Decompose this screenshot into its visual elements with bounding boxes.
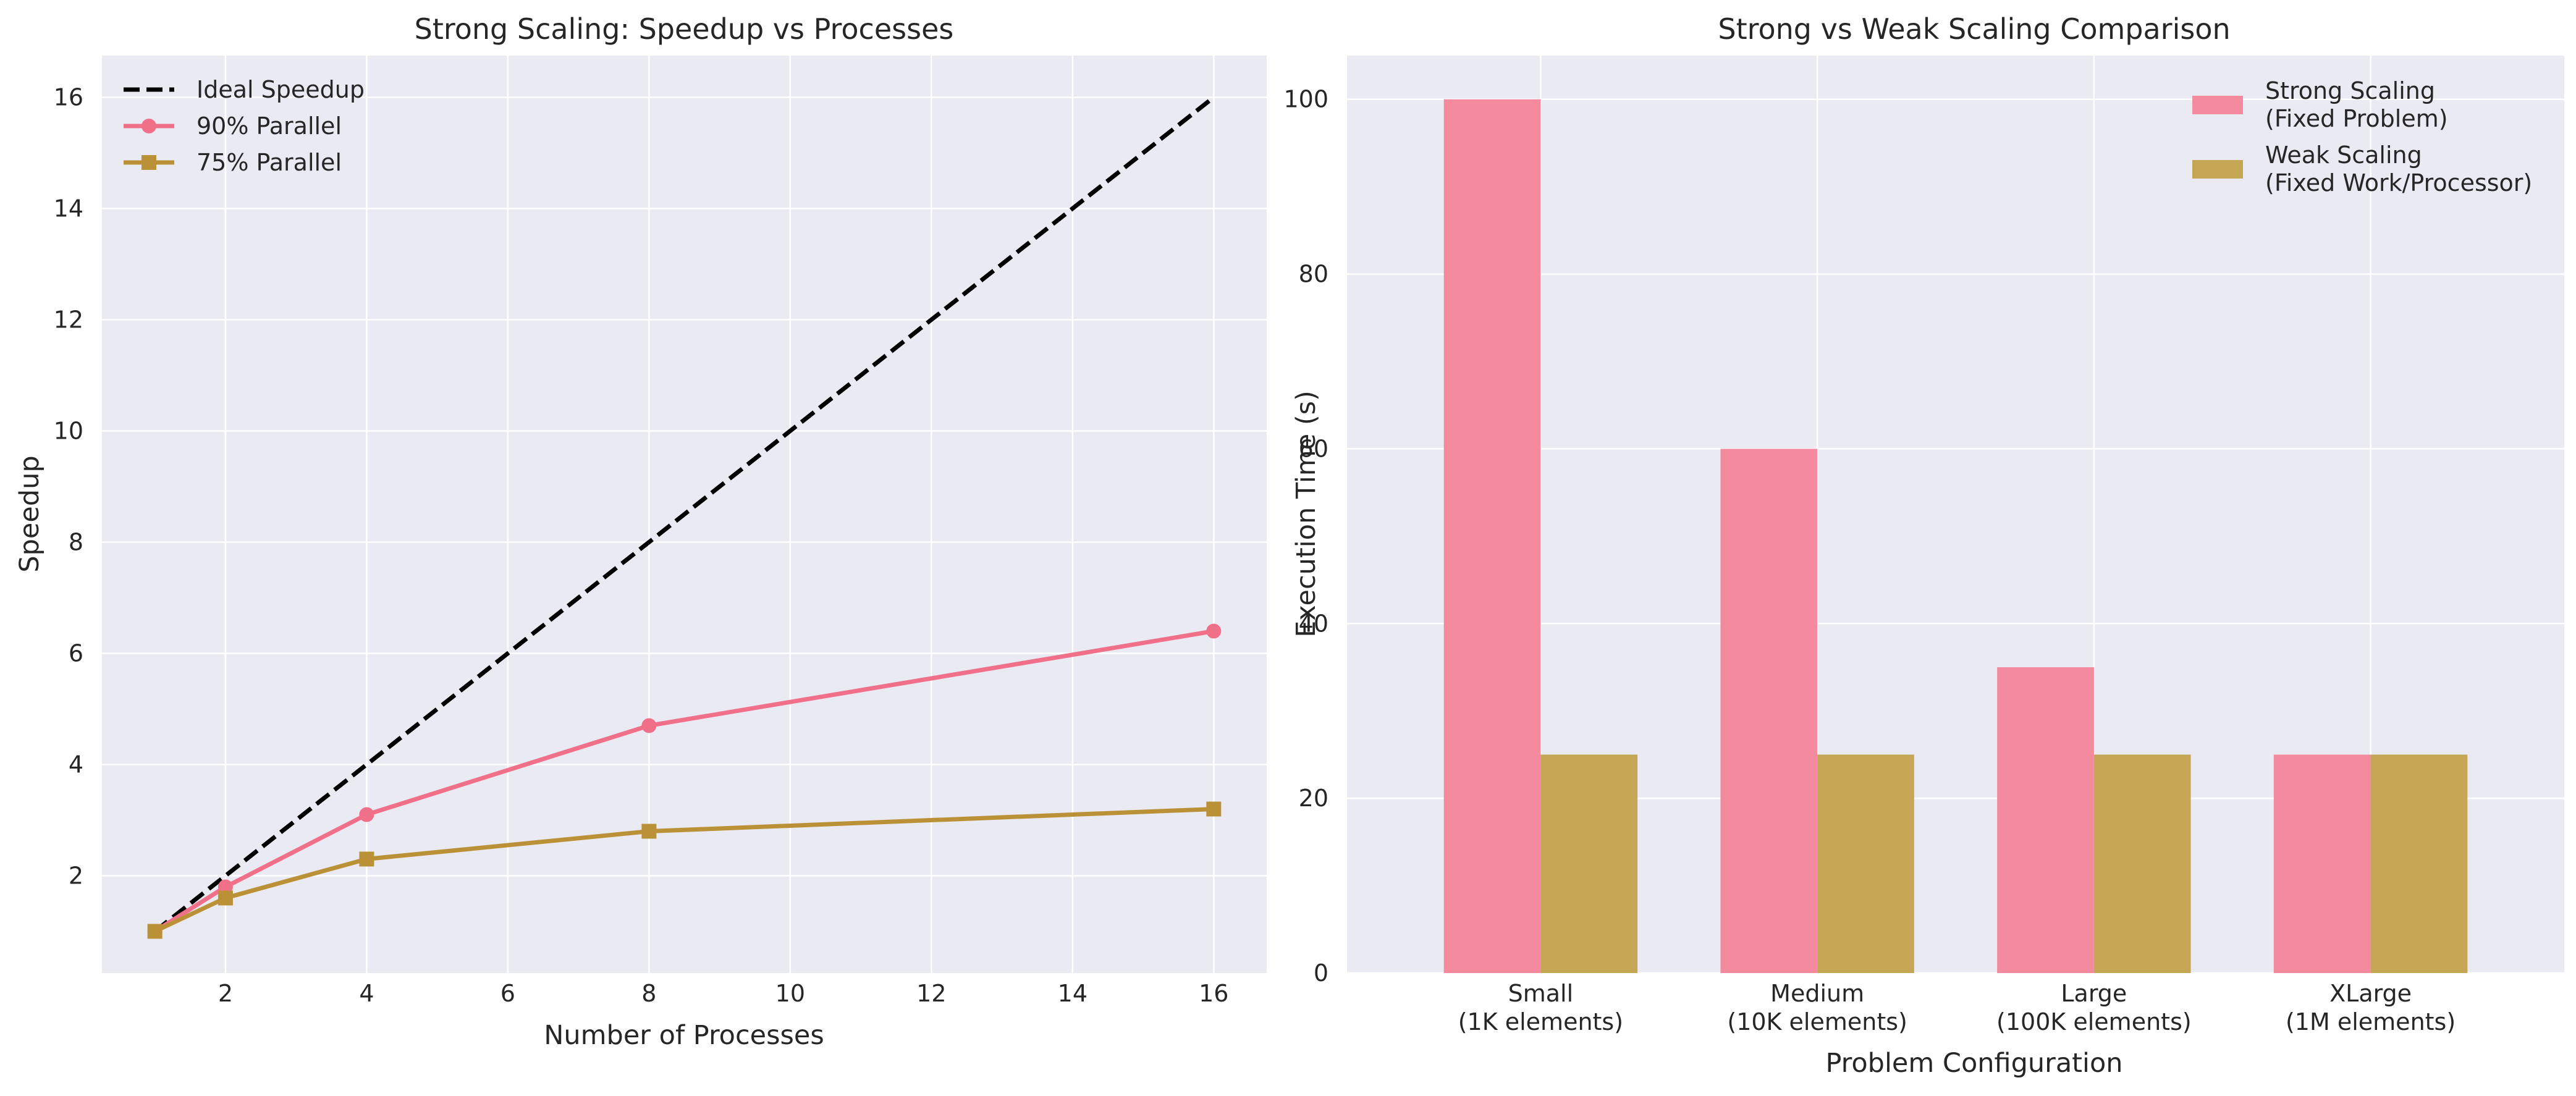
comparison-x-tick-label: (1K elements): [1458, 1008, 1623, 1035]
comparison-bar: [1540, 754, 1638, 973]
comparison-y-tick-label: 0: [1314, 959, 1328, 987]
speedup-legend: Ideal Speedup 90% Parallel 75% Parallel: [124, 76, 365, 176]
speedup-data-point: [1206, 801, 1222, 817]
speedup-data-point: [1206, 623, 1222, 639]
speedup-x-tick-label: 16: [1199, 980, 1228, 1007]
comparison-y-tick-label: 80: [1299, 261, 1328, 288]
comparison-legend-label: Weak Scaling: [2265, 141, 2422, 169]
comparison-y-tick-label: 60: [1299, 435, 1328, 462]
speedup-y-tick-label: 6: [69, 640, 83, 667]
comparison-bar: [1817, 754, 1914, 973]
speedup-x-axis-label: Number of Processes: [544, 1020, 824, 1051]
comparison-x-tick-label: Large: [2061, 980, 2127, 1007]
speedup-y-tick-label: 4: [69, 751, 83, 778]
comparison-legend-swatch: [2192, 160, 2243, 179]
speedup-legend-marker: [141, 119, 156, 133]
speedup-y-tick-label: 14: [54, 195, 83, 222]
comparison-bar: [2370, 754, 2468, 973]
speedup-x-tick-label: 14: [1058, 980, 1087, 1007]
comparison-x-tick-label: Medium: [1770, 980, 1864, 1007]
comparison-ticks: 0 20 40 60 80 100 Small(1K elements) Medium(10K…: [1283, 86, 2456, 1035]
comparison-x-tick-label: Small: [1508, 980, 1574, 1007]
speedup-legend-marker: [141, 155, 156, 170]
comparison-legend-label: Strong Scaling: [2265, 77, 2435, 104]
speedup-x-tick-label: 8: [641, 980, 656, 1007]
speedup-series-layer: [147, 95, 1222, 939]
speedup-x-tick-label: 2: [218, 980, 233, 1007]
speedup-legend-label: 90% Parallel: [196, 112, 342, 140]
comparison-bar: [2273, 754, 2371, 973]
speedup-legend-label: Ideal Speedup: [196, 76, 365, 103]
speedup-data-point: [359, 807, 374, 822]
speedup-x-tick-label: 12: [916, 980, 946, 1007]
speedup-chart: 2 4 6 8 10 12 14 16 2 4 6 8 10 12 14 16 Strong Scaling:…: [14, 12, 1267, 1051]
comparison-legend-swatch: [2192, 96, 2243, 114]
speedup-data-point: [641, 824, 657, 839]
comparison-chart-title: Strong vs Weak Scaling Comparison: [1718, 12, 2230, 46]
speedup-series-line: [153, 95, 1215, 934]
speedup-x-tick-label: 4: [359, 980, 374, 1007]
speedup-data-point: [359, 851, 374, 867]
comparison-y-tick-label: 20: [1299, 785, 1328, 812]
comparison-bar: [2093, 754, 2191, 973]
speedup-legend-label: 75% Parallel: [196, 149, 342, 176]
comparison-bar: [1720, 449, 1818, 973]
speedup-y-tick-label: 8: [69, 529, 83, 556]
comparison-x-axis-label: Problem Configuration: [1825, 1048, 2122, 1079]
comparison-legend-label: (Fixed Problem): [2265, 105, 2448, 132]
comparison-legend: Strong Scaling(Fixed Problem) Weak Scalin…: [2192, 77, 2532, 196]
speedup-y-tick-label: 12: [54, 306, 83, 334]
comparison-legend-label: (Fixed Work/Processor): [2265, 169, 2532, 196]
comparison-x-tick-label: (1M elements): [2286, 1008, 2456, 1035]
speedup-y-tick-label: 10: [54, 418, 83, 445]
comparison-bars-layer: [1443, 99, 2468, 974]
comparison-y-axis-label: Execution Time (s): [1291, 390, 1322, 638]
speedup-y-axis-label: Speedup: [14, 455, 45, 572]
speedup-data-point: [217, 890, 233, 906]
comparison-bar: [1997, 667, 2094, 973]
comparison-x-tick-label: (100K elements): [1996, 1008, 2192, 1035]
comparison-x-tick-label: (10K elements): [1727, 1008, 1907, 1035]
comparison-bar: [1443, 99, 1541, 974]
comparison-x-tick-label: XLarge: [2329, 980, 2412, 1007]
speedup-data-point: [641, 718, 657, 733]
speedup-data-point: [147, 924, 163, 939]
scaling-comparison-chart: 0 20 40 60 80 100 Small(1K elements) Medium(10K…: [1283, 12, 2564, 1079]
speedup-x-tick-label: 6: [500, 980, 515, 1007]
speedup-y-tick-label: 2: [69, 862, 83, 890]
speedup-x-tick-label: 10: [775, 980, 805, 1007]
comparison-y-tick-label: 100: [1283, 86, 1328, 113]
speedup-chart-title: Strong Scaling: Speedup vs Processes: [415, 12, 954, 46]
speedup-ticks: 2 4 6 8 10 12 14 16 2 4 6 8 10 12 14 16: [54, 84, 1229, 1008]
speedup-y-tick-label: 16: [54, 84, 83, 111]
comparison-y-tick-label: 40: [1299, 610, 1328, 637]
